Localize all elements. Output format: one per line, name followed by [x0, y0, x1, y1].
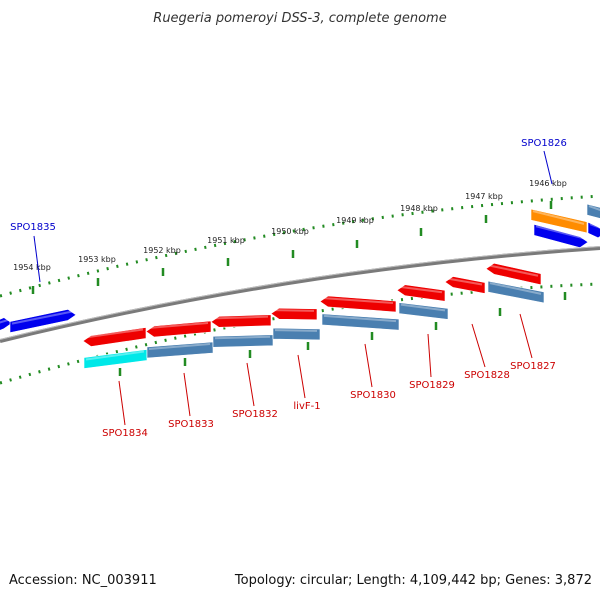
gene-label-reverse[interactable]: SPO1833 [168, 419, 214, 430]
gene-arrow-forward[interactable] [587, 221, 600, 239]
gene-highlight [274, 329, 318, 332]
gene-highlight [272, 309, 315, 312]
gene-arrow-reverse[interactable] [210, 314, 272, 328]
gene-arrow-reverse[interactable] [145, 320, 212, 338]
scale-label: 1949 kbp [336, 216, 374, 225]
gene-highlight [589, 223, 600, 229]
gene-leader-line [118, 380, 126, 426]
gene-highlight [398, 285, 443, 294]
gene-leader-line [297, 354, 306, 399]
genome-summary-text: Topology: circular; Length: 4,109,442 bp… [234, 573, 592, 588]
accession-text: Accession: NC_003911 [9, 573, 157, 588]
gene-highlight [487, 264, 539, 277]
gene-arrow-reverse[interactable] [396, 284, 446, 302]
gene-label-reverse[interactable]: SPO1828 [464, 370, 510, 381]
gene-highlight [323, 314, 397, 323]
scale-label: 1946 kbp [529, 179, 567, 188]
cds-block[interactable] [146, 341, 214, 359]
gene-label-reverse[interactable]: SPO1827 [510, 361, 556, 372]
gene-label-reverse[interactable]: SPO1829 [409, 380, 455, 391]
gene-leader-line [427, 333, 432, 378]
scale-label: 1951 kbp [207, 236, 245, 245]
gene-arrow-reverse[interactable] [82, 327, 147, 347]
cds-block[interactable] [272, 327, 321, 341]
cds-block[interactable] [487, 280, 545, 304]
gene-arrow-forward[interactable] [0, 317, 13, 333]
gene-leader-line [364, 343, 373, 388]
gene-label-reverse[interactable]: SPO1830 [350, 390, 396, 401]
gene-label-forward[interactable]: SPO1826 [521, 138, 567, 149]
gene-highlight [321, 296, 394, 305]
scale-label: 1952 kbp [143, 246, 181, 255]
cds-block[interactable] [398, 302, 449, 320]
gene-highlight [535, 225, 586, 240]
cds-block[interactable] [530, 208, 588, 234]
gene-leader-line [471, 323, 486, 368]
genome-backbone-highlight [0, 246, 600, 340]
gene-label-forward[interactable]: SPO1835 [10, 222, 56, 233]
map-title: Ruegeria pomeroyi DSS-3, complete genome [153, 11, 446, 26]
gene-arrow-reverse[interactable] [270, 307, 318, 321]
gene-arrow-reverse[interactable] [319, 295, 397, 313]
gene-highlight [400, 303, 446, 312]
scale-label: 1948 kbp [400, 204, 438, 213]
gene-highlight [588, 205, 600, 211]
gene-leader-line [543, 150, 553, 185]
gene-highlight [214, 335, 271, 340]
gene-leader-line [246, 362, 255, 407]
gene-label-reverse[interactable]: livF-1 [293, 401, 320, 412]
scale-label: 1954 kbp [13, 263, 51, 272]
gene-highlight [489, 282, 542, 295]
gene-highlight [532, 210, 585, 225]
gene-leader-line [183, 372, 191, 417]
genome-backbone [0, 246, 600, 343]
gene-arrow-reverse[interactable] [485, 262, 542, 286]
gene-highlight [85, 350, 145, 361]
gene-highlight [11, 310, 74, 325]
gene-highlight [212, 315, 269, 320]
gene-arrow-forward[interactable] [9, 309, 77, 333]
cds-block[interactable] [83, 349, 148, 369]
scale-label: 1953 kbp [78, 255, 116, 264]
cds-block[interactable] [321, 313, 400, 331]
gene-arrow-reverse[interactable] [444, 276, 486, 294]
gene-label-reverse[interactable]: SPO1832 [232, 409, 278, 420]
gene-highlight [148, 342, 211, 351]
gene-highlight [0, 318, 10, 324]
gene-highlight [446, 277, 483, 286]
gene-leader-line [519, 313, 533, 359]
gene-highlight [147, 321, 209, 330]
cds-block[interactable] [212, 334, 274, 348]
scale-label: 1950 kbp [271, 227, 309, 236]
gene-arrow-forward[interactable] [533, 223, 589, 249]
gene-label-reverse[interactable]: SPO1834 [102, 428, 148, 439]
gene-highlight [84, 328, 144, 339]
scale-label: 1947 kbp [465, 192, 503, 201]
gene-leader-line [33, 235, 41, 283]
